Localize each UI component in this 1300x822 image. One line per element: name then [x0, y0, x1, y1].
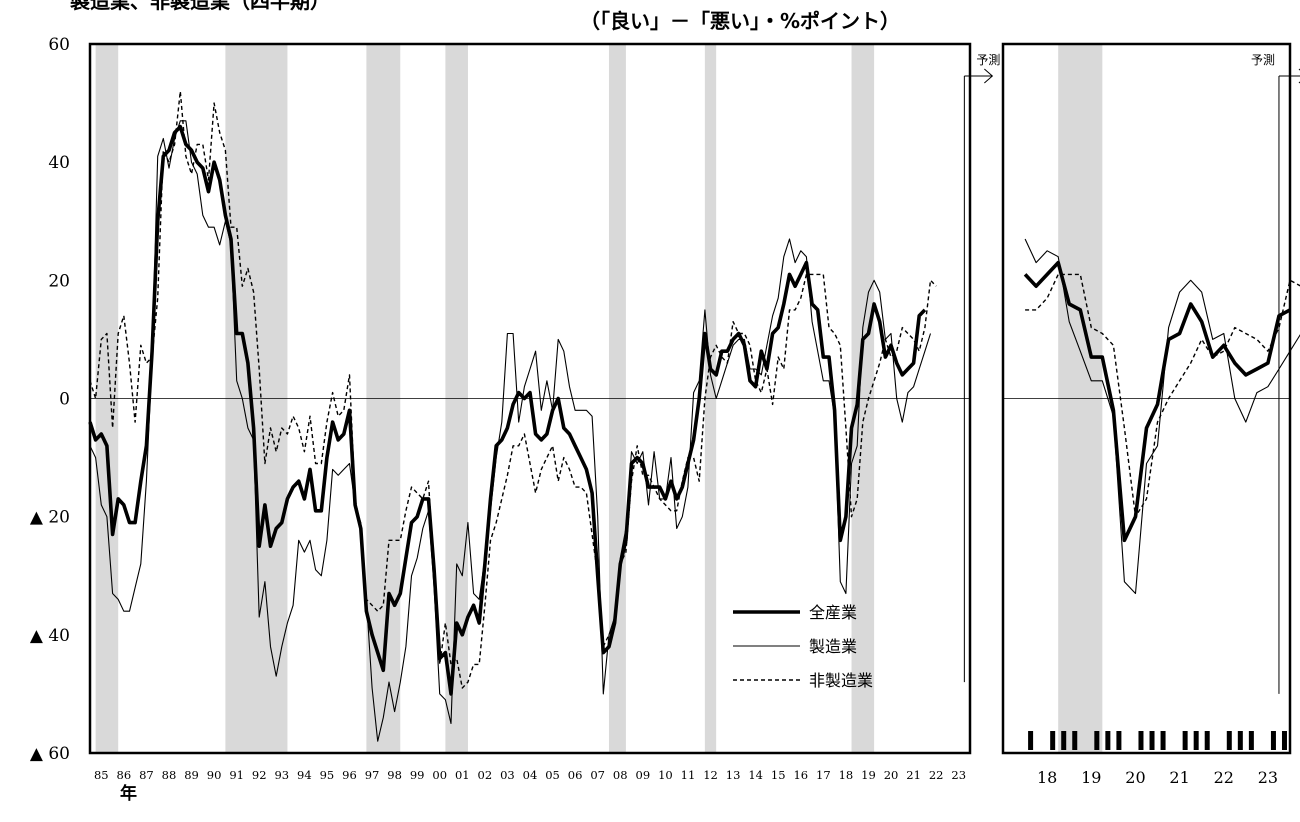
x-tick-label: 13: [726, 768, 741, 782]
y-tick-label: ▲ 60: [30, 744, 70, 764]
forecast-label: 予測: [1251, 53, 1275, 67]
x-tick-label: 03: [500, 768, 515, 782]
quarter-mark: [1270, 731, 1276, 750]
quarter-mark: [1204, 731, 1210, 750]
year-label: 年: [120, 783, 137, 804]
x-tick-label: 96: [342, 768, 357, 782]
x-tick-label: 00: [432, 768, 447, 782]
quarter-mark: [1149, 731, 1155, 750]
x-tick-label: 20: [884, 768, 899, 782]
quarter-mark: [1226, 731, 1232, 750]
y-tick-label: 60: [48, 35, 70, 55]
x-tick-label: 16: [793, 768, 808, 782]
x-tick-label: 89: [184, 768, 199, 782]
x-tick-label: 91: [229, 768, 244, 782]
plot-frame: [88, 42, 972, 755]
quarter-mark: [1248, 731, 1254, 750]
x-tick-label: 02: [478, 768, 493, 782]
x-tick-label: 95: [320, 768, 335, 782]
legend-label: 製造業: [809, 637, 857, 656]
x-tick-label: 22: [1214, 768, 1234, 787]
quarter-mark: [1138, 731, 1144, 750]
quarter-mark: [1028, 731, 1034, 750]
inset-panel: 予測 18 19 20 21 22 23: [1001, 42, 1300, 787]
x-tick-label: 06: [568, 768, 583, 782]
y-tick-label: 20: [48, 271, 70, 291]
main-panel: 予測 85 86 87 88 89 90 91 92 93 94 95 96 97 98 99 00 01 02 03…: [30, 35, 1000, 782]
x-tick-label: 19: [1081, 768, 1101, 787]
quarter-mark: [1061, 731, 1067, 750]
x-tick-label: 85: [94, 768, 109, 782]
quarter-mark: [1281, 731, 1287, 750]
legend-label: 非製造業: [809, 671, 873, 690]
x-tick-label: 07: [590, 768, 605, 782]
series-line-non-manufacturing: [89, 90, 937, 689]
x-tick-label: 04: [523, 768, 538, 782]
x-tick-label: 23: [1258, 768, 1278, 787]
x-tick-label: 94: [297, 768, 312, 782]
legend-label: 全産業: [809, 603, 857, 622]
x-tick-label: 93: [274, 768, 289, 782]
x-tick-label: 05: [545, 768, 560, 782]
x-tick-label: 20: [1125, 768, 1145, 787]
quarter-mark: [1105, 731, 1111, 750]
series-line-all-industries: [1023, 260, 1291, 543]
quarter-mark: [1050, 731, 1056, 750]
unit-label: （「良い」－「悪い」・%ポイント）: [580, 9, 900, 33]
quarter-mark: [1160, 731, 1166, 750]
chart-title: 製造業、非製造業（四半期）: [70, 0, 330, 13]
plot-frame: [1001, 42, 1292, 755]
quarter-mark: [1072, 731, 1078, 750]
x-tick-label: 21: [906, 768, 921, 782]
series-line-all-industries: [88, 124, 927, 696]
x-tick-label: 11: [681, 768, 696, 782]
quarter-mark: [1193, 731, 1199, 750]
series-line-non-manufacturing: [1025, 273, 1300, 518]
x-tick-label: 10: [658, 768, 673, 782]
x-tick-label: 14: [748, 768, 763, 782]
x-tick-label: 88: [162, 768, 177, 782]
quarter-mark: [1116, 731, 1122, 750]
quarter-mark: [1094, 731, 1100, 750]
x-tick-label: 21: [1169, 768, 1189, 787]
x-tick-label: 87: [139, 768, 154, 782]
y-tick-label: 0: [59, 390, 70, 410]
x-tick-label: 99: [410, 768, 425, 782]
x-tick-label: 01: [455, 768, 470, 782]
forecast-arrow-head: [984, 68, 994, 84]
x-tick-label: 17: [816, 768, 831, 782]
quarter-mark: [1237, 731, 1243, 750]
x-tick-label: 18: [1037, 768, 1057, 787]
series-line-manufacturing: [89, 120, 932, 742]
x-tick-label: 23: [951, 768, 966, 782]
x-tick-label: 86: [117, 768, 132, 782]
y-tick-label: ▲ 40: [30, 626, 70, 646]
y-tick-label: 40: [48, 153, 70, 173]
x-tick-label: 92: [252, 768, 267, 782]
x-tick-label: 19: [861, 768, 876, 782]
x-tick-label: 98: [387, 768, 402, 782]
x-tick-label: 22: [929, 768, 944, 782]
x-tick-label: 90: [207, 768, 222, 782]
series-line-manufacturing: [1024, 238, 1300, 595]
y-tick-label: ▲ 20: [30, 508, 70, 528]
quarter-mark: [1182, 731, 1188, 750]
x-tick-label: 12: [703, 768, 718, 782]
x-tick-label: 15: [771, 768, 786, 782]
x-tick-label: 18: [839, 768, 854, 782]
x-tick-label: 97: [365, 768, 380, 782]
forecast-label: 予測: [976, 53, 1000, 67]
x-tick-label: 08: [613, 768, 628, 782]
x-tick-label: 09: [636, 768, 651, 782]
